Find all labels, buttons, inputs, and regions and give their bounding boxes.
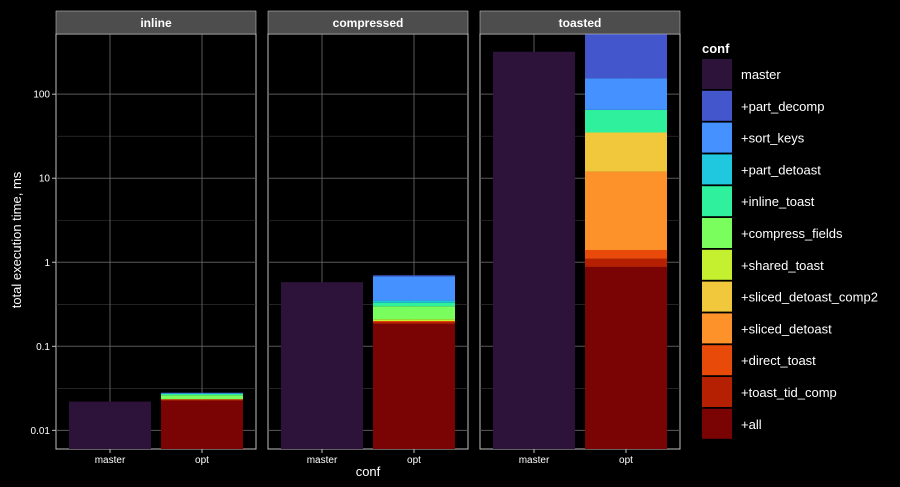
- bar-segment-toasted-opt-toast_tid_comp: [585, 258, 667, 267]
- bar-segment-compressed-opt-shared_toast: [373, 319, 455, 322]
- legend-label: +toast_tid_comp: [741, 385, 837, 400]
- legend-label: +part_decomp: [741, 99, 824, 114]
- bar-segment-toasted-opt-all: [585, 266, 667, 449]
- bar-segment-inline-opt-inline_toast: [161, 393, 243, 396]
- x-tick-label: opt: [619, 455, 633, 466]
- legend-key-part_detoast: [702, 154, 732, 185]
- legend-label: +all: [741, 417, 762, 432]
- y-axis: 0.01 0.1 1 10 100: [31, 90, 56, 437]
- x-tick-label: master: [519, 455, 550, 466]
- x-axis-title: conf: [356, 464, 381, 479]
- x-tick-label: opt: [407, 455, 421, 466]
- legend-key-shared_toast: [702, 249, 732, 280]
- bar-segment-inline-opt-part_detoast: [161, 393, 243, 394]
- bar-segment-inline-opt-part_decomp: [161, 392, 243, 394]
- panel-compressed: master opt compressed: [267, 10, 469, 466]
- bar-segment-inline-opt-direct_toast: [161, 399, 243, 400]
- legend-label: +part_detoast: [741, 162, 821, 177]
- legend-key-master: [702, 59, 732, 89]
- bar-segment-compressed-opt-inline_toast: [373, 302, 455, 307]
- y-tick-label: 100: [33, 90, 50, 101]
- bar-segment-inline-opt-compress_fields: [161, 395, 243, 400]
- legend-key-sort_keys: [702, 122, 732, 153]
- bar-segment-compressed-opt-part_decomp: [373, 275, 455, 277]
- legend-label: +direct_toast: [741, 353, 816, 368]
- bar-segment-compressed-master-master: [281, 282, 363, 449]
- legend-label: +sort_keys: [741, 131, 805, 146]
- legend-key-toast_tid_comp: [702, 377, 732, 407]
- x-tick-label: opt: [195, 455, 209, 466]
- bar-segment-toasted-opt-sliced_detoast: [585, 171, 667, 250]
- legend: conf master +part_decomp +sort_keys +part_d…: [702, 41, 878, 439]
- bar-segment-inline-master-master: [69, 401, 151, 449]
- bar-segment-toasted-opt-part_decomp: [585, 34, 667, 79]
- bar-segment-compressed-opt-sort_keys: [373, 276, 455, 301]
- y-tick-label: 0.1: [36, 342, 50, 353]
- legend-label: +sliced_detoast: [741, 321, 832, 336]
- y-tick-label: 1: [44, 258, 50, 269]
- bar-segment-toasted-opt-sort_keys: [585, 78, 667, 110]
- bar-segment-toasted-master-master: [493, 51, 575, 449]
- legend-title: conf: [702, 41, 730, 56]
- x-tick-label: master: [307, 455, 338, 466]
- legend-key-inline_toast: [702, 186, 732, 217]
- legend-key-compress_fields: [702, 218, 732, 248]
- bar-segment-toasted-opt-direct_toast: [585, 249, 667, 259]
- facet-strip: [479, 10, 681, 35]
- facet-strip: [267, 10, 469, 35]
- bar-segment-compressed-opt-compress_fields: [373, 306, 455, 320]
- legend-key-direct_toast: [702, 345, 732, 376]
- legend-key-part_decomp: [702, 90, 732, 121]
- panel-frame: [55, 33, 257, 450]
- bar-segment-inline-opt-toast_tid_comp: [161, 399, 243, 401]
- y-tick-label: 10: [39, 174, 51, 185]
- facet-strip-label: inline: [140, 16, 172, 30]
- panel-toasted: master opt toasted: [479, 10, 681, 466]
- x-tick-label: master: [95, 455, 126, 466]
- y-tick-label: 0.01: [31, 426, 51, 437]
- bar-segment-toasted-opt-sliced_detoast_comp2: [585, 132, 667, 172]
- facet-strip: [55, 10, 257, 35]
- panel-inline: master opt inline: [55, 10, 257, 466]
- legend-label: +inline_toast: [741, 194, 815, 209]
- bar-segment-inline-opt-all: [161, 400, 243, 449]
- legend-label: +sliced_detoast_comp2: [741, 290, 878, 305]
- y-axis-title: total execution time, ms: [9, 171, 24, 308]
- legend-label: master: [741, 67, 781, 82]
- bar-segment-toasted-opt-inline_toast: [585, 109, 667, 133]
- bar-segment-compressed-opt-direct_toast: [373, 321, 455, 322]
- bar-segment-compressed-opt-part_detoast: [373, 300, 455, 303]
- bar-segment-compressed-opt-toast_tid_comp: [373, 321, 455, 324]
- legend-key-all: [702, 408, 732, 439]
- legend-key-sliced_detoast_comp2: [702, 281, 732, 312]
- facet-strip-label: compressed: [333, 16, 404, 30]
- facet-strip-label: toasted: [559, 16, 602, 30]
- bar-segment-compressed-opt-all: [373, 323, 455, 449]
- legend-label: +shared_toast: [741, 258, 824, 273]
- legend-label: +compress_fields: [741, 226, 843, 241]
- legend-key-sliced_detoast: [702, 313, 732, 344]
